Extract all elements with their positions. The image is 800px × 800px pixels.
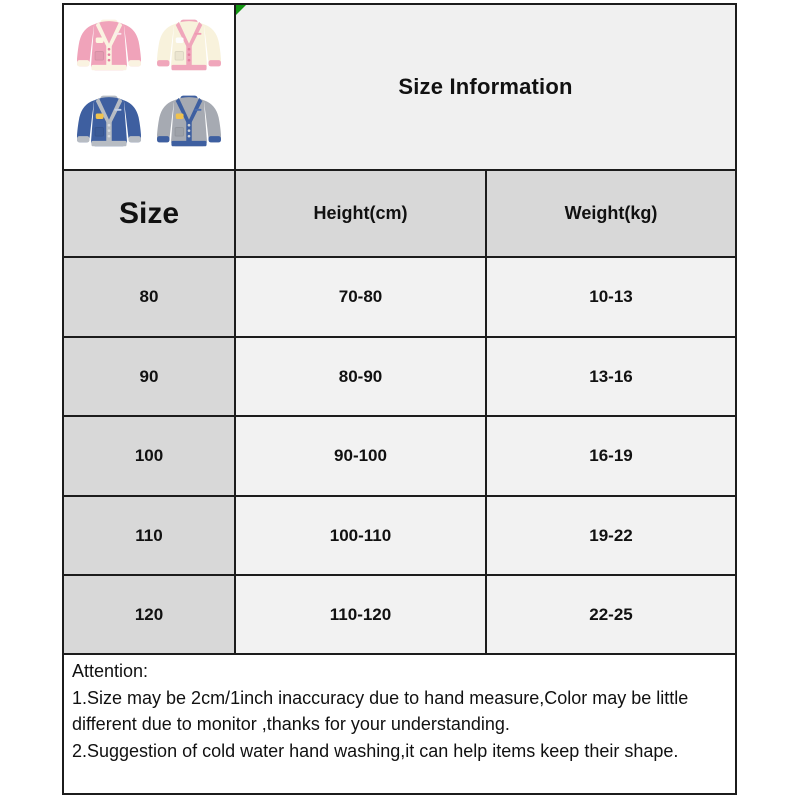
weight-cell-90: 13-16 [487, 338, 735, 417]
pocket [174, 127, 184, 137]
size-cell-120: 120 [64, 576, 236, 655]
button [107, 123, 111, 127]
button [187, 58, 191, 62]
chest-patch [175, 37, 184, 43]
cream-cardigan [157, 19, 221, 71]
left-cuff [77, 60, 90, 67]
product-photos-cell [64, 5, 236, 171]
attention-line: Attention: [72, 661, 149, 681]
height-cell-120: 110-120 [236, 576, 487, 655]
weight-cell-80: 10-13 [487, 258, 735, 338]
left-cuff [77, 136, 90, 143]
column-header-size: Size [64, 171, 236, 258]
button [187, 53, 191, 57]
right-sleeve [123, 24, 141, 67]
button [187, 134, 191, 138]
pocket [174, 51, 184, 61]
chest-patch [175, 113, 184, 119]
gray-cardigan [157, 95, 221, 147]
button [107, 134, 111, 138]
left-sleeve [157, 24, 175, 67]
v-neck-left-trim [95, 97, 110, 123]
weight-cell-120: 22-25 [487, 576, 735, 655]
right-cuff [128, 136, 141, 143]
green-corner-flag-icon [236, 5, 246, 15]
size-information-header-cell: Size Information [236, 5, 735, 171]
chest-mark [194, 108, 202, 111]
right-cuff [208, 136, 221, 143]
right-sleeve [203, 24, 221, 67]
left-cuff [157, 60, 170, 67]
blue-cardigan [77, 95, 141, 147]
column-header-height: Height(cm) [236, 171, 487, 258]
v-neck-left-trim [95, 21, 110, 47]
weight-cell-100: 16-19 [487, 417, 735, 497]
attention-note: Attention: 1.Size may be 2cm/1inch inacc… [64, 655, 735, 793]
right-sleeve [203, 100, 221, 143]
size-cell-80: 80 [64, 258, 236, 338]
attention-line: different due to monitor ,thanks for you… [72, 714, 510, 734]
size-cell-110: 110 [64, 497, 236, 576]
button [107, 58, 111, 62]
button [107, 47, 111, 51]
size-chart-table: Size Information Size Height(cm) Weight(… [62, 3, 737, 795]
hem-band [171, 140, 207, 147]
chest-mark [114, 108, 122, 111]
pink-cardigan [77, 19, 141, 71]
weight-cell-110: 19-22 [487, 497, 735, 576]
height-cell-100: 90-100 [236, 417, 487, 497]
pocket [94, 51, 104, 61]
height-cell-90: 80-90 [236, 338, 487, 417]
right-cuff [128, 60, 141, 67]
height-cell-110: 100-110 [236, 497, 487, 576]
size-cell-100: 100 [64, 417, 236, 497]
button [107, 53, 111, 57]
column-header-weight: Weight(kg) [487, 171, 735, 258]
button [107, 129, 111, 133]
height-cell-80: 70-80 [236, 258, 487, 338]
right-cuff [208, 60, 221, 67]
v-neck-left-trim [175, 21, 190, 47]
button [187, 129, 191, 133]
attention-line: 1.Size may be 2cm/1inch inaccuracy due t… [72, 687, 689, 708]
chest-mark [194, 32, 202, 35]
hem-band [91, 140, 127, 147]
size-cell-90: 90 [64, 338, 236, 417]
pocket [94, 127, 104, 137]
v-neck-left-trim [175, 97, 190, 123]
left-sleeve [77, 24, 95, 67]
product-image-grid [70, 12, 228, 162]
button [187, 47, 191, 51]
size-information-title: Size Information [398, 74, 573, 99]
chest-patch [95, 113, 104, 119]
attention-line: 2.Suggestion of cold water hand washing,… [72, 740, 679, 761]
left-sleeve [77, 100, 95, 143]
hem-band [171, 64, 207, 71]
chest-patch [95, 37, 104, 43]
chest-mark [114, 32, 122, 35]
hem-band [91, 64, 127, 71]
left-sleeve [157, 100, 175, 143]
button [187, 123, 191, 127]
right-sleeve [123, 100, 141, 143]
left-cuff [157, 136, 170, 143]
